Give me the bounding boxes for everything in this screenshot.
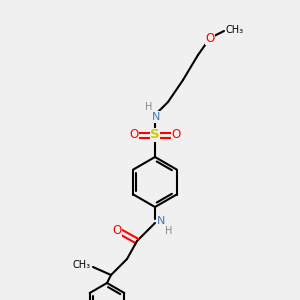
Text: CH₃: CH₃ (226, 25, 244, 35)
Text: O: O (206, 32, 214, 44)
Text: N: N (157, 216, 165, 226)
Text: O: O (171, 128, 181, 142)
Text: O: O (112, 224, 122, 236)
Text: H: H (145, 102, 152, 112)
Text: O: O (129, 128, 139, 142)
Text: CH₃: CH₃ (73, 260, 91, 270)
Text: H: H (165, 226, 172, 236)
Text: N: N (152, 112, 160, 122)
Text: S: S (150, 128, 160, 142)
